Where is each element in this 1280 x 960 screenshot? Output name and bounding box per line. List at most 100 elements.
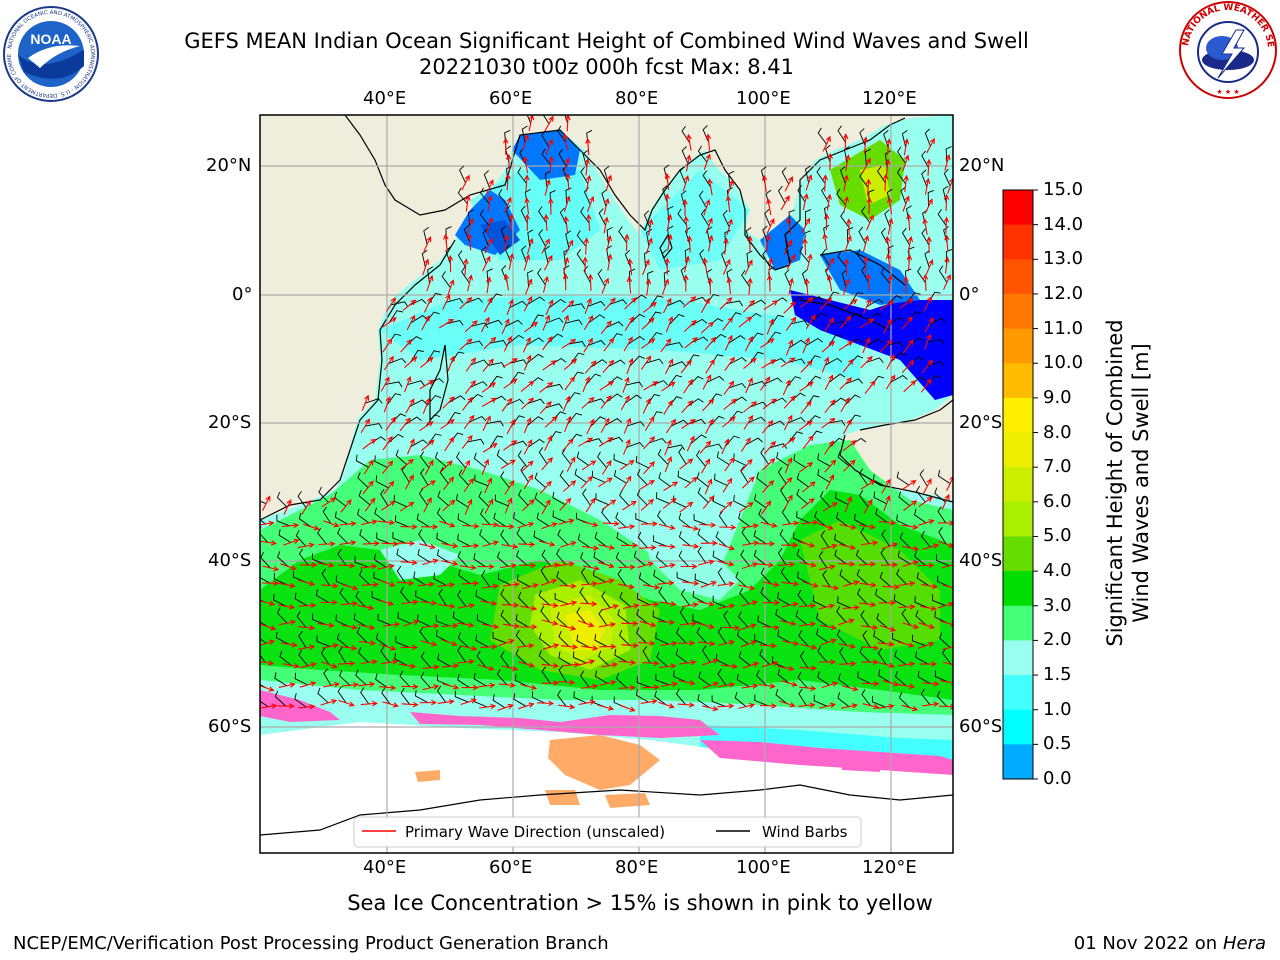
- wave-arrow: [463, 477, 475, 493]
- wind-barb: [797, 671, 808, 689]
- wind-barb: [418, 488, 428, 506]
- wind-barb: [318, 486, 329, 503]
- wave-arrow: [597, 704, 615, 711]
- wave-arrow: [698, 640, 716, 647]
- wind-barb: [787, 431, 803, 443]
- wave-arrow: [885, 374, 896, 390]
- wave-arrow: [721, 416, 736, 428]
- wind-barb: [276, 491, 288, 508]
- wave-arrow: [882, 584, 900, 590]
- wave-arrow: [922, 543, 940, 550]
- wind-barb: [458, 469, 469, 486]
- wave-arrow: [920, 378, 932, 393]
- wind-barb: [862, 630, 871, 648]
- wave-arrow: [466, 233, 473, 251]
- wave-arrow: [505, 173, 511, 191]
- wind-barb: [769, 397, 787, 405]
- wave-arrow: [862, 136, 869, 154]
- wave-arrow: [760, 500, 772, 515]
- wind-barb: [937, 575, 951, 588]
- wave-arrow: [401, 599, 419, 605]
- wave-arrow: [660, 338, 672, 353]
- wave-arrow: [560, 540, 577, 548]
- wave-arrow: [621, 620, 639, 627]
- wave-arrow: [822, 135, 831, 152]
- wave-arrow: [921, 359, 933, 374]
- wave-arrow: [498, 638, 515, 647]
- wave-arrow: [941, 562, 953, 569]
- wave-arrow: [621, 475, 632, 491]
- lon-tick-top-100e: 100°E: [736, 88, 791, 109]
- wave-arrow: [599, 380, 615, 391]
- lat-tick-left-20n: 20°N: [206, 155, 252, 176]
- wave-arrow: [541, 602, 559, 609]
- colorbar-tick-label: 1.5: [1043, 664, 1072, 686]
- wind-barb: [380, 645, 390, 663]
- wave-arrow: [744, 335, 754, 352]
- wave-arrow: [481, 583, 500, 590]
- wave-arrow: [681, 400, 694, 414]
- wave-arrow: [538, 540, 556, 547]
- wind-barb: [665, 342, 683, 348]
- wind-barb: [337, 686, 347, 704]
- wave-arrow: [379, 579, 396, 587]
- wind-barb: [916, 572, 930, 587]
- wave-arrow: [641, 259, 650, 276]
- wind-barb: [897, 146, 906, 164]
- wind-barb: [565, 319, 583, 326]
- wave-arrow: [539, 480, 552, 494]
- wave-arrow: [639, 544, 657, 551]
- wind-barb: [914, 596, 929, 609]
- wave-arrow: [759, 703, 777, 709]
- wind-barb: [515, 614, 529, 628]
- wind-barb: [576, 607, 587, 624]
- wave-arrow: [623, 336, 633, 352]
- wind-barb: [598, 608, 608, 626]
- wave-arrow: [482, 255, 491, 272]
- wind-barb: [898, 491, 911, 507]
- colorbar-segment: [1003, 571, 1033, 607]
- wave-arrow: [317, 622, 335, 628]
- wind-barb: [916, 485, 926, 503]
- wind-barb: [541, 148, 552, 166]
- wave-arrow: [581, 545, 600, 551]
- wave-arrow: [424, 459, 434, 476]
- wind-barb: [856, 588, 868, 605]
- wind-barb: [759, 649, 770, 665]
- wave-arrow: [898, 661, 916, 667]
- wave-arrow: [539, 381, 554, 393]
- wind-barb: [838, 673, 850, 689]
- wave-arrow: [842, 133, 849, 151]
- wind-barb: [420, 468, 429, 486]
- wave-arrow: [600, 320, 612, 335]
- wind-barb: [694, 573, 709, 586]
- wind-barb: [593, 569, 607, 583]
- wave-arrow: [802, 337, 810, 354]
- wave-arrow: [401, 701, 419, 708]
- wave-arrow: [682, 175, 690, 192]
- wind-barb: [597, 269, 606, 287]
- wind-barb: [480, 508, 491, 525]
- wave-arrow: [477, 563, 495, 570]
- wave-arrow: [339, 520, 357, 527]
- wave-arrow: [683, 215, 689, 233]
- wave-arrow: [705, 358, 715, 374]
- wave-arrow: [798, 420, 813, 431]
- wind-barb: [667, 444, 685, 451]
- wave-arrow: [564, 376, 576, 391]
- wave-arrow: [524, 278, 533, 295]
- wind-barb: [825, 291, 840, 305]
- wind-barb: [945, 248, 953, 266]
- wave-arrow: [885, 138, 892, 156]
- wave-arrow: [484, 498, 494, 514]
- wind-barb: [542, 115, 550, 124]
- wind-barb: [518, 489, 529, 506]
- wave-arrow: [767, 257, 774, 275]
- wave-arrow: [846, 218, 852, 236]
- lat-tick-left-0: 0°: [232, 284, 253, 305]
- wind-barb: [357, 472, 369, 488]
- wave-arrow: [822, 174, 829, 192]
- wave-arrow: [564, 415, 572, 432]
- wave-arrow: [600, 417, 610, 433]
- wave-arrow: [898, 580, 916, 587]
